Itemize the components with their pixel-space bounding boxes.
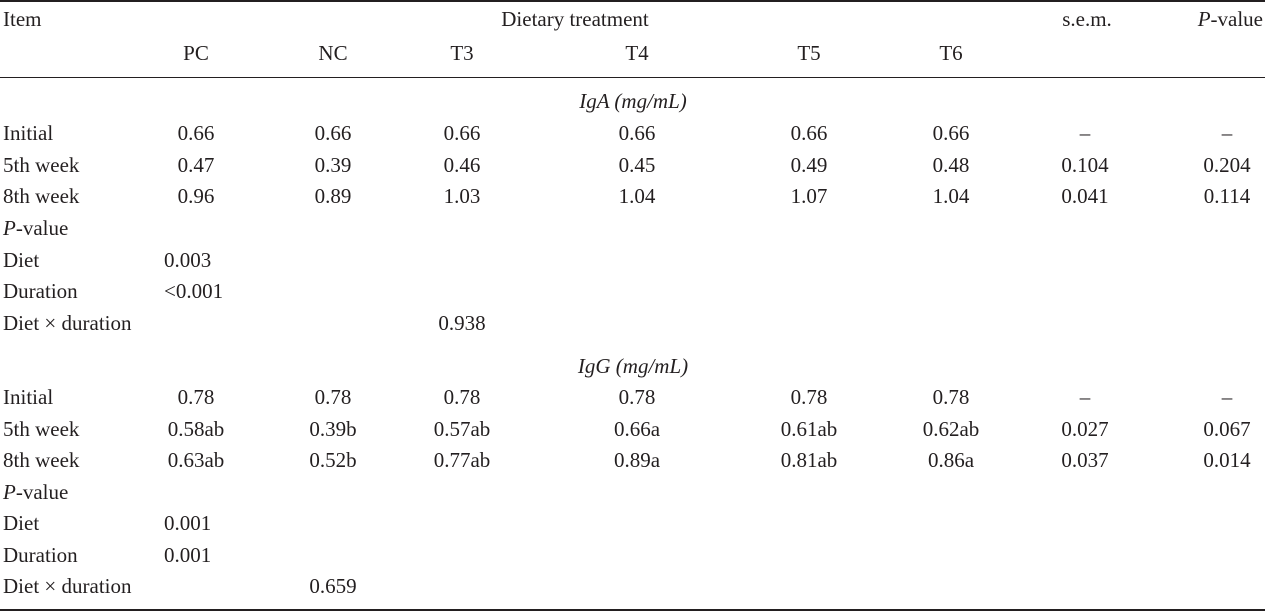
interaction-label: Diet × duration: [3, 574, 132, 598]
header-col-t3: T3: [450, 41, 474, 65]
header-item: Item: [3, 7, 42, 31]
cell-t5: 1.07: [790, 184, 828, 208]
cell-t3: 1.03: [443, 184, 481, 208]
cell-pvalue: –: [1221, 385, 1233, 409]
cell-pc: 0.47: [177, 153, 215, 177]
section-title-iga: IgA (mg/mL): [579, 89, 687, 113]
cell-t3: 0.66: [443, 121, 481, 145]
cell-pvalue: 0.114: [1203, 184, 1251, 208]
diet-label: Diet: [3, 511, 40, 535]
cell-t4: 0.78: [618, 385, 656, 409]
diet-pvalue: 0.001: [164, 511, 212, 535]
cell-t6: 0.48: [932, 153, 970, 177]
interaction-label: Diet × duration: [3, 311, 132, 335]
cell-t6: 1.04: [932, 184, 970, 208]
cell-pc: 0.96: [177, 184, 215, 208]
cell-t5: 0.78: [790, 385, 828, 409]
row-label: 5th week: [3, 417, 80, 441]
row-label: 5th week: [3, 153, 80, 177]
header-col-t6: T6: [939, 41, 963, 65]
cell-pvalue: 0.067: [1203, 417, 1251, 441]
top-rule: [0, 0, 1265, 2]
duration-pvalue: 0.001: [164, 543, 212, 567]
header-pvalue: P-value: [1197, 7, 1263, 31]
cell-t5: 0.66: [790, 121, 828, 145]
cell-t3: 0.78: [443, 385, 481, 409]
interaction-pvalue: 0.938: [438, 311, 486, 335]
section-title-igg: IgG (mg/mL): [577, 354, 689, 378]
cell-t4: 1.04: [618, 184, 656, 208]
cell-pvalue: 0.014: [1203, 448, 1251, 472]
cell-t4: 0.89a: [613, 448, 661, 472]
row-label: 8th week: [3, 448, 80, 472]
cell-nc: 0.39b: [309, 417, 357, 441]
header-rule: [0, 77, 1265, 78]
cell-nc: 0.78: [314, 385, 352, 409]
cell-pvalue: 0.204: [1203, 153, 1251, 177]
interaction-pvalue: 0.659: [309, 574, 357, 598]
cell-t4: 0.66: [618, 121, 656, 145]
cell-nc: 0.89: [314, 184, 352, 208]
cell-t6: 0.78: [932, 385, 970, 409]
cell-t3: 0.57ab: [433, 417, 491, 441]
cell-sem: –: [1079, 121, 1091, 145]
cell-pc: 0.66: [177, 121, 215, 145]
row-label: Initial: [3, 385, 54, 409]
header-sem: s.e.m.: [1062, 7, 1112, 31]
cell-sem: 0.037: [1061, 448, 1109, 472]
cell-t6: 0.62ab: [922, 417, 980, 441]
cell-t5: 0.81ab: [780, 448, 838, 472]
cell-t5: 0.61ab: [780, 417, 838, 441]
cell-t6: 0.66: [932, 121, 970, 145]
cell-t6: 0.86a: [927, 448, 975, 472]
pvalue-heading: P-value: [3, 216, 69, 240]
cell-pc: 0.63ab: [167, 448, 225, 472]
header-col-pc: PC: [183, 41, 209, 65]
cell-t4: 0.45: [618, 153, 656, 177]
cell-pvalue: –: [1221, 121, 1233, 145]
cell-pc: 0.78: [177, 385, 215, 409]
duration-label: Duration: [3, 279, 78, 303]
diet-label: Diet: [3, 248, 40, 272]
cell-t3: 0.77ab: [433, 448, 491, 472]
bottom-rule: [0, 609, 1265, 611]
header-dietary-treatment: Dietary treatment: [501, 7, 649, 31]
duration-label: Duration: [3, 543, 78, 567]
duration-pvalue: <0.001: [164, 279, 224, 303]
pvalue-heading: P-value: [3, 480, 69, 504]
cell-pc: 0.58ab: [167, 417, 225, 441]
cell-sem: 0.027: [1061, 417, 1109, 441]
cell-nc: 0.39: [314, 153, 352, 177]
cell-t3: 0.46: [443, 153, 481, 177]
row-label: 8th week: [3, 184, 80, 208]
cell-nc: 0.66: [314, 121, 352, 145]
cell-sem: 0.104: [1061, 153, 1109, 177]
cell-t5: 0.49: [790, 153, 828, 177]
cell-t4: 0.66a: [613, 417, 661, 441]
header-col-nc: NC: [318, 41, 348, 65]
row-label: Initial: [3, 121, 54, 145]
cell-sem: 0.041: [1061, 184, 1109, 208]
header-col-t5: T5: [797, 41, 821, 65]
cell-nc: 0.52b: [309, 448, 357, 472]
cell-sem: –: [1079, 385, 1091, 409]
diet-pvalue: 0.003: [164, 248, 212, 272]
header-col-t4: T4: [625, 41, 649, 65]
